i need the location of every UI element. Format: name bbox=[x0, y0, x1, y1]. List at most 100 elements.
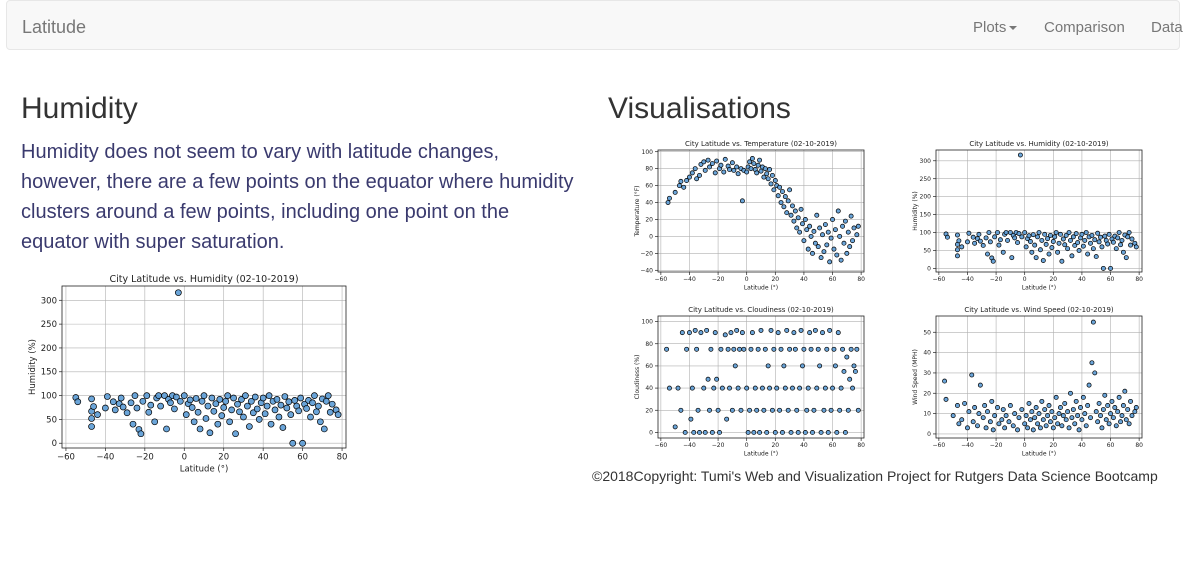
data-point bbox=[1050, 239, 1056, 244]
data-point bbox=[1056, 240, 1062, 246]
data-point bbox=[814, 212, 820, 218]
data-point bbox=[990, 258, 996, 264]
data-point bbox=[1132, 409, 1138, 415]
data-point bbox=[1089, 232, 1095, 238]
data-point bbox=[1063, 232, 1069, 238]
data-point bbox=[228, 406, 235, 414]
data-point bbox=[769, 407, 775, 413]
x-tick-label: −60 bbox=[57, 453, 75, 463]
data-point bbox=[764, 430, 770, 435]
data-point bbox=[1109, 398, 1115, 404]
x-tick-label: −60 bbox=[655, 276, 668, 283]
data-point bbox=[1090, 246, 1096, 252]
data-point bbox=[1033, 255, 1039, 261]
data-point bbox=[781, 204, 787, 210]
plot-frame bbox=[935, 315, 1143, 439]
data-point bbox=[728, 330, 734, 336]
data-point bbox=[689, 385, 695, 391]
data-point bbox=[820, 330, 825, 336]
data-point bbox=[678, 178, 684, 184]
x-tick-label: 40 bbox=[1078, 276, 1086, 283]
data-point bbox=[828, 235, 834, 241]
data-point bbox=[791, 218, 797, 224]
y-tick-label: 0 bbox=[649, 234, 653, 241]
data-point bbox=[1023, 413, 1029, 419]
data-point bbox=[749, 330, 755, 336]
data-point bbox=[955, 253, 960, 259]
x-tick-label: 20 bbox=[771, 442, 779, 449]
data-point bbox=[675, 385, 681, 391]
data-point bbox=[171, 405, 178, 413]
humidity-plot-thumb[interactable]: −60 −40 −20 0 20 40 60 80 0 50 100 150 200 250 300 City… bbox=[898, 136, 1148, 296]
temperature-plot-thumb[interactable]: −60 −40 −20 0 20 40 60 80 −40 −20 0 20 40 60 80 100 City… bbox=[620, 136, 870, 296]
x-tick-label: 80 bbox=[1135, 276, 1143, 283]
data-point bbox=[731, 167, 737, 173]
data-point bbox=[717, 430, 722, 435]
data-point bbox=[956, 238, 962, 244]
data-point bbox=[1116, 394, 1122, 400]
x-axis-label: Latitude (°) bbox=[744, 451, 778, 458]
data-point bbox=[167, 399, 174, 407]
data-point bbox=[782, 385, 788, 391]
data-point bbox=[1126, 230, 1132, 235]
data-point bbox=[950, 413, 956, 419]
data-point bbox=[824, 242, 830, 248]
data-point bbox=[1006, 419, 1012, 425]
data-point bbox=[1046, 251, 1052, 257]
data-point bbox=[827, 327, 833, 333]
nav-item-comparison[interactable]: Comparison bbox=[1044, 19, 1125, 36]
data-point bbox=[996, 242, 1002, 248]
data-point bbox=[969, 372, 975, 378]
data-point bbox=[735, 171, 741, 177]
humidity-plot-main[interactable]: −60 −40 −20 0 20 40 60 80 0 50 100 150 200 250 300 City… bbox=[22, 268, 352, 482]
x-axis-label: Latitude (°) bbox=[1022, 285, 1056, 292]
data-point bbox=[684, 346, 690, 352]
nav-item-plots[interactable]: Plots bbox=[973, 19, 1018, 36]
data-point bbox=[844, 354, 850, 360]
data-point bbox=[986, 230, 992, 235]
data-point bbox=[1092, 370, 1098, 376]
data-point bbox=[1073, 398, 1079, 404]
data-point bbox=[688, 416, 694, 422]
data-point bbox=[724, 416, 730, 422]
x-tick-label: 60 bbox=[297, 453, 308, 463]
data-point bbox=[825, 229, 831, 235]
data-point bbox=[959, 417, 965, 423]
data-point bbox=[748, 346, 754, 352]
data-point bbox=[1049, 245, 1055, 251]
data-point bbox=[754, 407, 760, 413]
data-point bbox=[244, 402, 251, 410]
data-point bbox=[265, 392, 273, 399]
x-tick-label: 60 bbox=[1107, 442, 1115, 449]
data-point bbox=[173, 393, 180, 401]
cloudiness-plot-thumb[interactable]: −60 −40 −20 0 20 40 60 80 0 20 40 60 80 100 City Latit… bbox=[620, 302, 870, 462]
data-point bbox=[800, 363, 805, 369]
data-point bbox=[794, 407, 800, 413]
data-point bbox=[1079, 231, 1085, 237]
plot-frame bbox=[657, 149, 865, 273]
data-point bbox=[1035, 421, 1041, 427]
nav-item-data[interactable]: Data bbox=[1151, 19, 1183, 36]
data-point bbox=[204, 402, 212, 410]
data-point bbox=[738, 407, 744, 413]
data-point bbox=[1122, 388, 1128, 394]
data-point bbox=[222, 397, 230, 405]
data-point bbox=[694, 176, 700, 182]
data-point bbox=[190, 418, 198, 426]
x-tick-label: −40 bbox=[683, 442, 696, 449]
data-point bbox=[747, 407, 753, 413]
windspeed-plot-thumb[interactable]: −60 −40 −20 0 20 40 60 80 0 10 20 30 40 50 City Latitu… bbox=[898, 302, 1148, 462]
data-point bbox=[1093, 254, 1099, 260]
data-point bbox=[194, 408, 202, 416]
data-point bbox=[1105, 241, 1111, 247]
data-point bbox=[787, 187, 793, 193]
data-point bbox=[807, 223, 813, 229]
y-tick-label: 20 bbox=[645, 217, 653, 224]
data-point bbox=[109, 398, 117, 406]
navbar-brand[interactable]: Latitude bbox=[22, 17, 87, 37]
y-tick-label: 40 bbox=[923, 350, 931, 357]
x-tick-label: 20 bbox=[1049, 442, 1057, 449]
data-point bbox=[295, 407, 303, 415]
data-point bbox=[956, 421, 962, 427]
data-point bbox=[847, 244, 853, 250]
